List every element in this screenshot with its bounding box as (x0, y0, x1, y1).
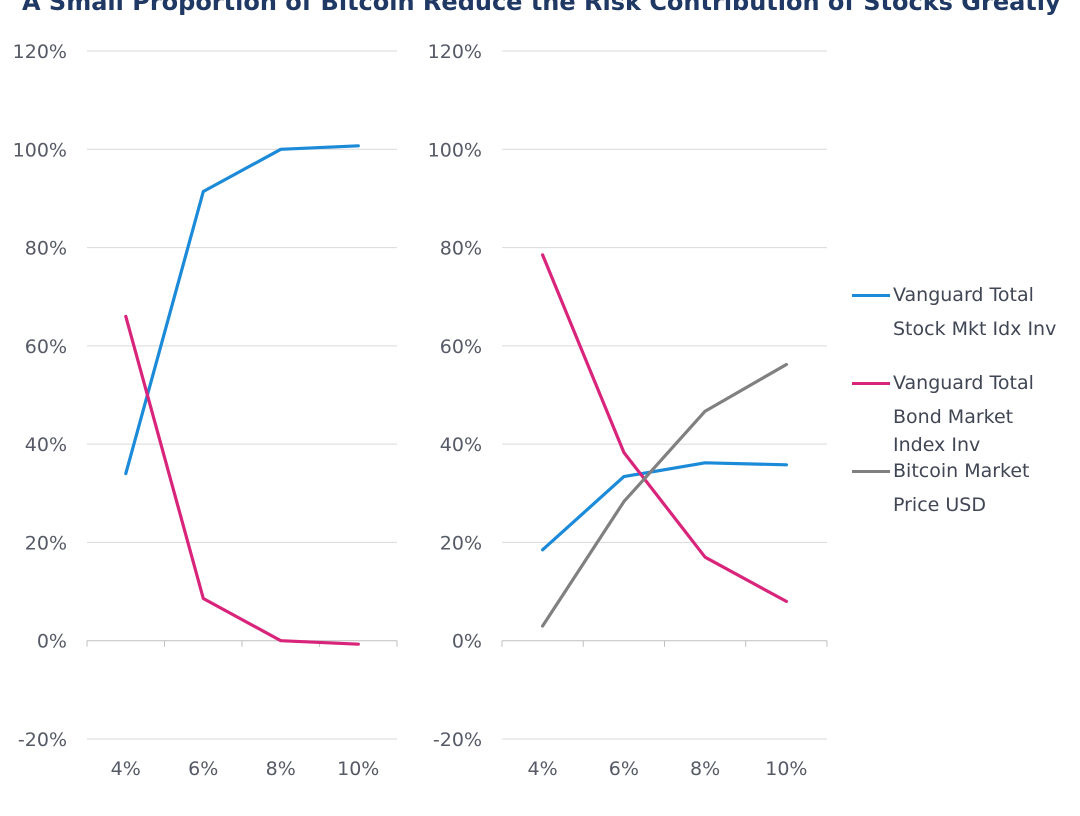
legend-item-stock: Vanguard Total Stock Mkt Idx Inv (852, 282, 1056, 346)
legend-label-stock: Vanguard Total Stock Mkt Idx Inv (893, 278, 1056, 346)
y-tick-label: 80% (25, 238, 67, 260)
x-tick-label: 6% (609, 758, 639, 780)
legend-swatch-bond (852, 382, 890, 385)
series-line-bond (540, 253, 789, 604)
y-tick-label: 100% (428, 139, 482, 161)
legend-label-bond-line-1: Vanguard Total (893, 372, 1034, 394)
legend-item-bond: Vanguard Total Bond Market Index Inv (852, 370, 1034, 456)
x-tick-label: 4% (111, 758, 141, 780)
y-tick-label: 60% (440, 336, 482, 358)
y-tick-label: 40% (440, 434, 482, 456)
y-tick-label: -20% (18, 729, 67, 751)
series-line-bitcoin (540, 362, 789, 628)
legend-swatch-stock (852, 294, 890, 297)
series-line-stock (124, 144, 360, 476)
y-tick-label: 0% (452, 631, 482, 653)
series-line-bond (124, 314, 360, 646)
legend-label-bond-line-3: Index Inv (893, 434, 981, 456)
x-tick-label: 6% (188, 758, 218, 780)
y-tick-label: 0% (37, 631, 67, 653)
legend-label-stock-line-1: Vanguard Total (893, 284, 1034, 306)
legend-label-bitcoin: Bitcoin Market Price USD (893, 454, 1030, 522)
chart-title: A Small Proportion of Bitcoin Reduce the… (22, 0, 1061, 16)
legend-label-bond: Vanguard Total Bond Market Index Inv (893, 366, 1034, 456)
y-tick-label: 40% (25, 434, 67, 456)
chart-panel-1: 120% 100% 80% 60% 40% 20% 0% -20% 4% 6% 8% 10% (13, 41, 398, 780)
y-tick-label: 20% (440, 532, 482, 554)
legend-item-bitcoin: Bitcoin Market Price USD (852, 458, 1030, 522)
legend-label-bitcoin-line-2: Price USD (893, 494, 986, 516)
chart-panel-2: 120% 100% 80% 60% 40% 20% 0% -20% 4% 6% 8% 10% (428, 41, 828, 780)
legend-label-bitcoin-line-1: Bitcoin Market (893, 460, 1030, 482)
y-tick-label: -20% (433, 729, 482, 751)
legend-label-bond-line-2: Bond Market (893, 406, 1014, 428)
x-tick-label: 8% (266, 758, 296, 780)
y-tick-label: 120% (428, 41, 482, 63)
legend-swatch-bitcoin (852, 470, 890, 473)
x-tick-label: 10% (765, 758, 807, 780)
series-line-stock (540, 461, 789, 552)
x-tick-label: 8% (690, 758, 720, 780)
y-tick-label: 80% (440, 238, 482, 260)
legend-label-stock-line-2: Stock Mkt Idx Inv (893, 318, 1057, 340)
x-tick-label: 10% (337, 758, 379, 780)
x-tick-label: 4% (528, 758, 558, 780)
y-tick-label: 120% (13, 41, 67, 63)
y-tick-label: 60% (25, 336, 67, 358)
y-tick-label: 100% (13, 139, 67, 161)
y-tick-label: 20% (25, 532, 67, 554)
